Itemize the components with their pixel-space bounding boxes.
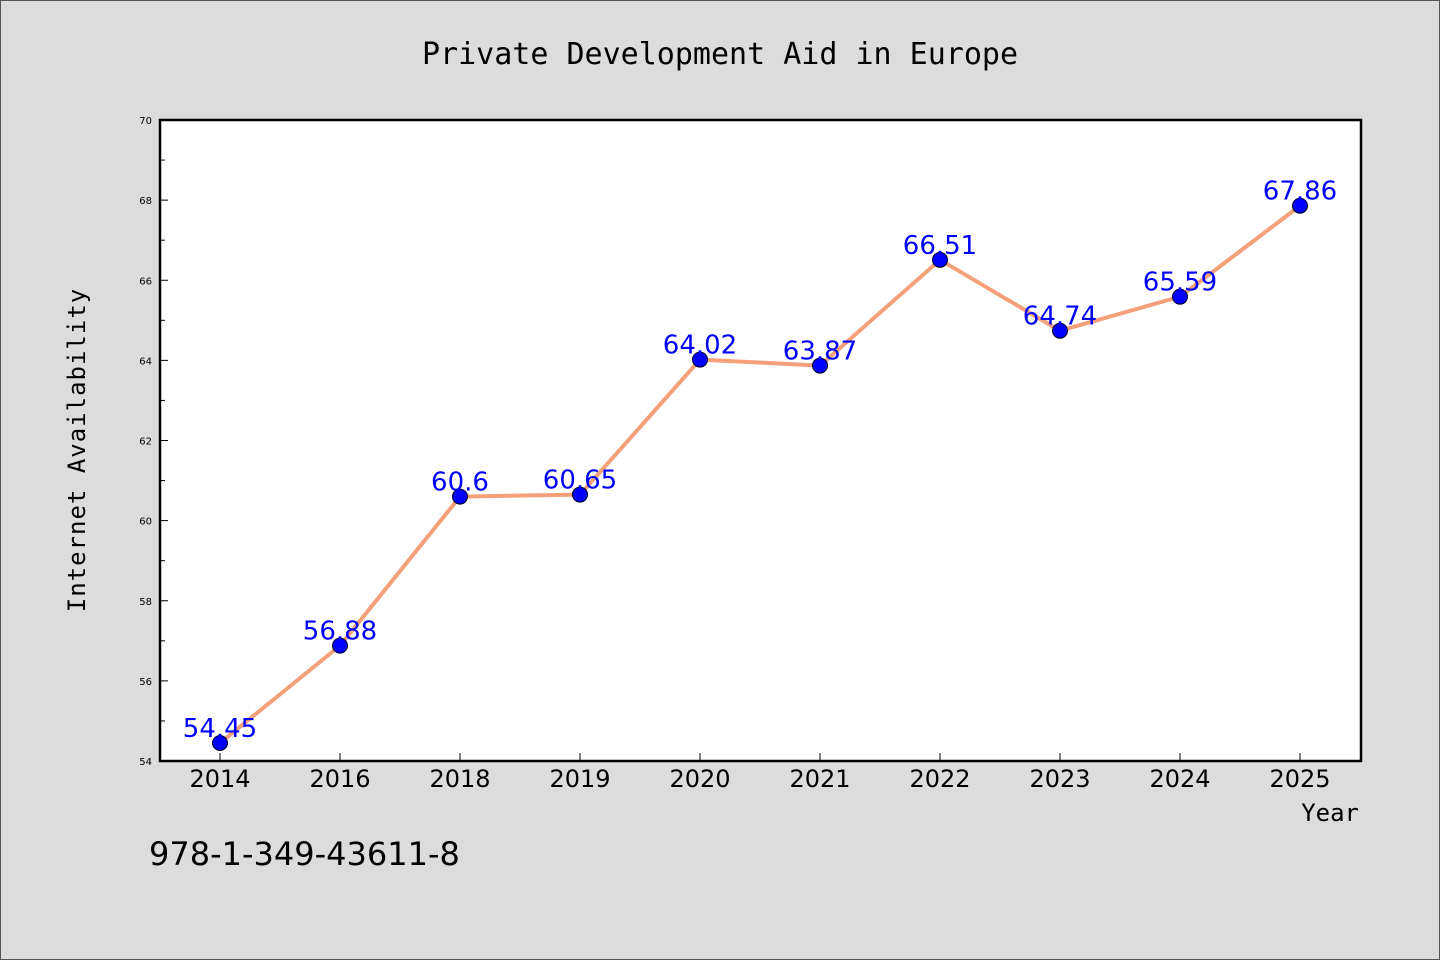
x-axis: 2014 2016 2018 2019 2020 2021 2022 2023 2024 2025 [189,753,1331,793]
data-point-2016 [332,637,348,654]
data-point-2019 [572,486,588,503]
y-axis-label: Internet Availability [63,288,91,612]
x-tick-label: 2014 [189,765,250,793]
isbn-annotation: 978-1-349-43611-8 [149,835,460,873]
data-point-2014 [212,734,228,751]
y-tick-label: 68 [139,196,152,207]
y-tick-label: 64 [139,356,152,367]
data-label-2024: 65.59 [1143,268,1217,298]
x-tick-label: 2022 [909,765,970,793]
x-axis-label: Year [1301,799,1359,827]
x-tick-label: 2021 [789,765,850,793]
y-tick-label: 56 [139,677,152,688]
x-tick-label: 2023 [1029,765,1090,793]
plot-area [158,118,1363,763]
y-tick-label: 54 [139,757,152,768]
data-label-2019: 60.65 [543,466,617,496]
data-label-2014: 54.45 [183,714,257,744]
series-line [218,203,1302,745]
x-tick-label: 2025 [1269,765,1330,793]
x-tick-label: 2018 [429,765,490,793]
y-tick-label: 62 [139,437,152,448]
data-label-2018: 60.6 [431,468,489,498]
y-tick-label: 60 [139,517,152,528]
data-point-2024 [1172,288,1188,305]
x-tick-label: 2020 [669,765,730,793]
y-tick-label: 66 [139,276,152,287]
data-label-2021: 63.87 [783,337,857,367]
data-labels: 54.45 56.88 60.6 60.65 64.02 63.87 66.51 64.74 6… [183,177,1337,744]
data-point-2022 [932,251,948,268]
x-tick-label: 2019 [549,765,610,793]
data-point-2018 [452,488,468,505]
y-axis: 54 56 58 60 62 64 66 68 70 [139,116,168,768]
data-point-2025 [1292,197,1308,214]
chart-title: Private Development Aid in Europe [422,37,1018,72]
data-point-2020 [692,351,708,368]
data-label-2025: 67.86 [1263,177,1337,207]
data-series [212,197,1308,751]
data-label-2020: 64.02 [663,331,737,361]
x-tick-label: 2016 [309,765,370,793]
data-label-2023: 64.74 [1023,302,1097,332]
data-label-2022: 66.51 [903,231,977,261]
y-tick-label: 58 [139,597,152,608]
data-point-2023 [1052,322,1068,339]
data-label-2016: 56.88 [303,617,377,647]
x-tick-label: 2024 [1149,765,1210,793]
data-point-2021 [812,357,828,374]
y-tick-label: 70 [139,116,152,127]
